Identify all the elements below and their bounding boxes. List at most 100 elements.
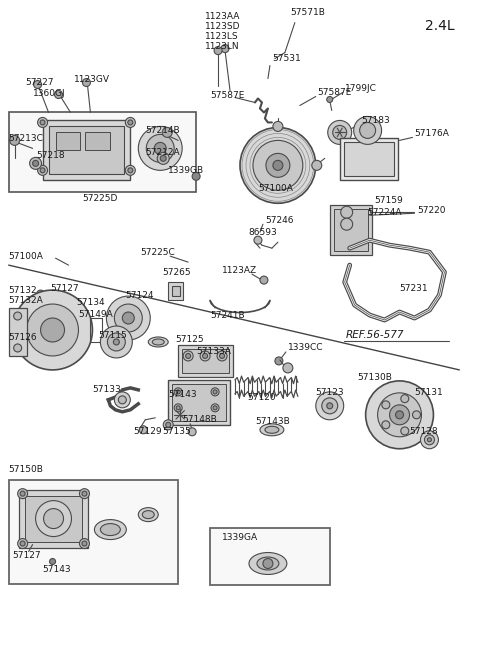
Circle shape [18,538,28,548]
Circle shape [40,168,45,173]
Bar [43,121,130,180]
Ellipse shape [142,511,154,519]
Text: 57135: 57135 [162,427,191,436]
Circle shape [312,160,322,170]
Bar [334,209,368,251]
Circle shape [188,428,196,436]
Text: 1123LS: 1123LS [205,32,239,41]
Text: 57225D: 57225D [83,194,118,203]
Text: 57128: 57128 [409,427,438,436]
Bar [56,132,81,151]
Text: 1339GB: 1339GB [168,166,204,175]
Circle shape [146,134,174,162]
Text: 57125: 57125 [175,335,204,345]
Text: 57133A: 57133A [196,347,231,356]
Text: 57134: 57134 [76,297,105,307]
Text: 57214B: 57214B [145,126,180,135]
Circle shape [275,357,283,365]
Circle shape [37,165,48,176]
Circle shape [263,559,273,569]
Circle shape [30,157,42,170]
Bar [178,345,233,377]
Circle shape [396,411,404,419]
Circle shape [36,290,45,298]
Circle shape [41,318,64,342]
Circle shape [412,411,420,419]
Circle shape [82,541,87,546]
Circle shape [217,351,227,361]
Circle shape [327,403,333,409]
Text: 57150B: 57150B [9,465,44,474]
Circle shape [200,351,210,361]
Circle shape [382,421,390,429]
Circle shape [114,304,142,332]
Circle shape [80,489,89,498]
Circle shape [128,120,133,125]
Circle shape [44,509,63,529]
Text: 1339GA: 1339GA [222,533,258,542]
Text: 57100A: 57100A [258,184,293,193]
Circle shape [125,117,135,128]
Ellipse shape [138,508,158,521]
Text: 57241B: 57241B [210,310,245,320]
Circle shape [157,153,169,164]
Text: 57132A: 57132A [9,295,43,305]
Circle shape [12,290,93,370]
Circle shape [139,426,147,434]
Circle shape [10,136,20,145]
Circle shape [160,155,166,161]
Text: 57225C: 57225C [140,248,175,257]
Text: 57224A: 57224A [368,208,402,217]
Text: 57115: 57115 [98,331,127,341]
Circle shape [211,388,219,396]
Circle shape [341,206,353,218]
Text: 57127: 57127 [50,284,79,293]
Circle shape [219,354,225,358]
Circle shape [341,218,353,230]
Text: 57132: 57132 [9,286,37,295]
Text: 1123AZ: 1123AZ [222,266,257,274]
Text: 57143: 57143 [43,565,71,574]
Text: 57133: 57133 [93,385,121,394]
Text: 57587E: 57587E [318,88,352,97]
Circle shape [316,392,344,420]
Circle shape [114,392,130,408]
Circle shape [183,351,193,361]
Circle shape [213,406,217,410]
Text: 57149A: 57149A [78,310,113,318]
Bar [210,527,330,586]
Circle shape [401,395,409,403]
Circle shape [328,121,352,144]
Circle shape [100,326,132,358]
Circle shape [119,396,126,404]
Ellipse shape [257,557,279,570]
Circle shape [162,128,172,138]
Circle shape [13,344,22,352]
Circle shape [108,333,125,351]
Text: 57100A: 57100A [9,252,44,261]
Circle shape [221,45,229,52]
Circle shape [266,153,290,178]
Bar [340,138,397,180]
Circle shape [40,120,45,125]
Bar [344,142,394,176]
Ellipse shape [100,523,120,536]
Text: 57127: 57127 [12,551,41,560]
Circle shape [366,381,433,449]
Circle shape [327,96,333,102]
Circle shape [174,404,182,412]
Bar [330,205,372,255]
Circle shape [378,393,421,437]
Text: 57126: 57126 [9,333,37,343]
Text: 57143B: 57143B [255,417,290,426]
Circle shape [13,312,22,320]
Bar [85,132,110,151]
Bar [172,384,226,421]
Text: 57220: 57220 [418,206,446,215]
Text: 86593: 86593 [248,228,277,236]
Text: 1339CC: 1339CC [288,343,324,352]
Circle shape [211,404,219,412]
Circle shape [382,401,390,409]
Circle shape [49,559,56,565]
Ellipse shape [152,339,164,345]
